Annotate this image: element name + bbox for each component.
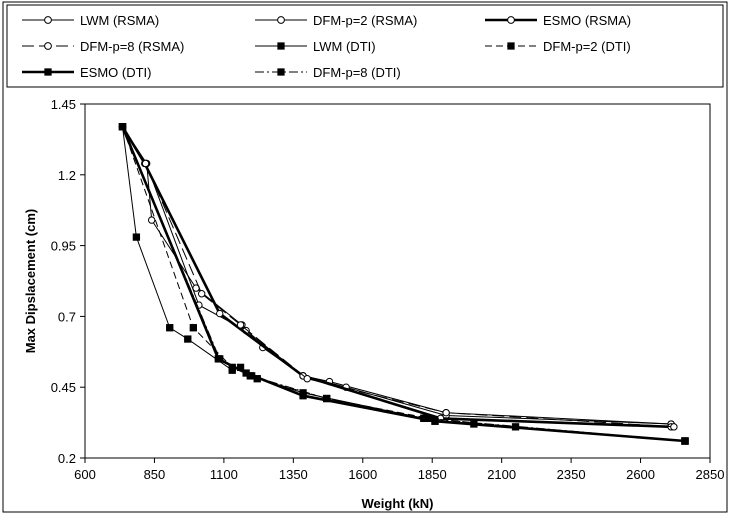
legend-label: LWM (RSMA) xyxy=(80,13,159,28)
data-point xyxy=(420,414,428,423)
y-tick-label: 0.95 xyxy=(51,239,76,254)
legend-entry: DFM-p=8 (DTI) xyxy=(255,65,401,80)
legend-label: DFM-p=8 (DTI) xyxy=(313,65,401,80)
y-tick-label: 1.45 xyxy=(51,97,76,112)
data-point xyxy=(303,375,311,383)
data-point xyxy=(248,372,256,380)
data-point xyxy=(184,335,192,343)
legend-label: LWM (DTI) xyxy=(313,39,376,54)
data-point xyxy=(166,324,174,332)
data-point xyxy=(44,42,52,50)
y-axis-title: Max Dipslacement (cm) xyxy=(23,209,38,354)
data-point xyxy=(431,417,439,425)
x-tick-label: 2100 xyxy=(487,467,516,482)
data-point xyxy=(277,68,285,76)
x-tick-label: 2850 xyxy=(696,467,725,482)
data-point xyxy=(299,392,307,400)
legend-entry: DFM-p=2 (RSMA) xyxy=(255,13,417,28)
series-line xyxy=(122,126,686,442)
legend-entry: LWM (DTI) xyxy=(255,39,376,54)
x-axis-title: Weight (kN) xyxy=(362,496,434,511)
data-point xyxy=(277,42,285,50)
data-point xyxy=(681,437,689,445)
data-point xyxy=(236,321,245,329)
x-tick-label: 1350 xyxy=(279,467,308,482)
data-point xyxy=(442,408,450,417)
x-tick-label: 2350 xyxy=(557,467,586,482)
data-point xyxy=(507,16,515,24)
legend-entry: LWM (RSMA) xyxy=(22,13,159,28)
y-tick-label: 0.45 xyxy=(51,380,76,395)
x-tick-label: 850 xyxy=(144,467,166,482)
x-tick-label: 1100 xyxy=(210,467,238,482)
data-point xyxy=(44,68,52,76)
y-tick-label: 0.7 xyxy=(58,309,76,324)
x-tick-label: 1850 xyxy=(418,467,447,482)
legend-entry: DFM-p=2 (DTI) xyxy=(485,39,631,54)
legend-entry: DFM-p=8 (RSMA) xyxy=(22,39,184,54)
data-point xyxy=(189,324,197,332)
data-point xyxy=(323,394,331,403)
series-line xyxy=(121,126,686,443)
axis-ticks: 600 850 1100 1350 1600 1850 2100 2350 2600 2850 0.… xyxy=(51,97,725,482)
data-point xyxy=(216,355,224,363)
data-point xyxy=(507,42,515,50)
x-tick-label: 600 xyxy=(74,467,96,482)
legend-label: ESMO (DTI) xyxy=(80,65,152,80)
data-point xyxy=(216,309,224,318)
legend-label: DFM-p=2 (DTI) xyxy=(543,39,631,54)
x-tick-label: 1600 xyxy=(348,467,377,482)
legend-label: DFM-p=8 (RSMA) xyxy=(80,39,184,54)
data-point xyxy=(44,16,52,24)
data-point xyxy=(197,290,206,298)
y-tick-label: 0.2 xyxy=(58,451,76,466)
series-line xyxy=(121,126,672,429)
legend-label: ESMO (RSMA) xyxy=(543,13,631,28)
x-tick-label: 2600 xyxy=(626,467,655,482)
data-point xyxy=(132,233,141,241)
legend-entry: ESMO (DTI) xyxy=(22,65,152,80)
series-layer xyxy=(118,122,689,445)
plot-area xyxy=(84,103,711,459)
data-point xyxy=(670,423,678,431)
legend-entry: ESMO (RSMA) xyxy=(485,13,631,28)
series-8 xyxy=(118,123,689,445)
y-tick-label: 1.2 xyxy=(58,168,76,183)
legend: LWM (RSMA) DFM-p=2 (RSMA) ESMO (RSMA) DFM-p… xyxy=(22,13,631,80)
data-point xyxy=(141,159,150,168)
data-point xyxy=(118,123,127,131)
legend-label: DFM-p=2 (RSMA) xyxy=(313,13,417,28)
data-point xyxy=(277,16,285,24)
data-point xyxy=(147,216,156,224)
legend-box xyxy=(6,4,724,88)
